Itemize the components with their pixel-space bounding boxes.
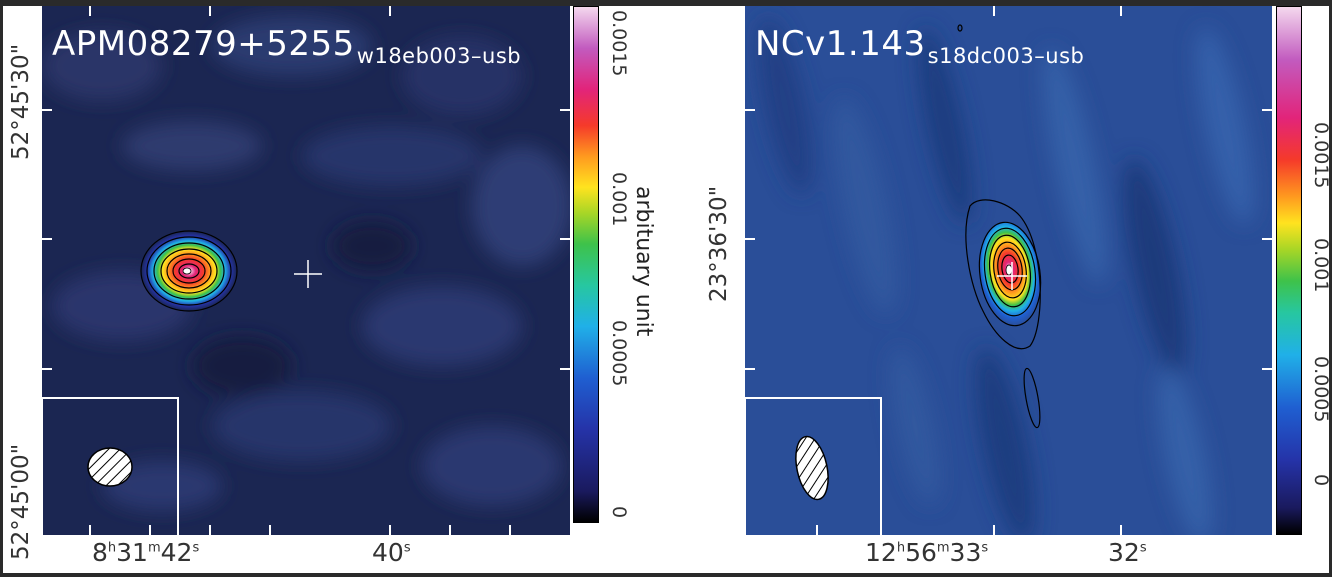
left-cb-tick-3: 0 — [608, 506, 630, 519]
left-map-image — [42, 6, 570, 535]
right-panel-title: NCv1.143s18dc003–usb — [755, 24, 1084, 68]
right-ra-tick-0: 12h56m33s — [865, 538, 989, 567]
left-dec-tick-0: 52°45'30" — [8, 43, 34, 160]
left-cb-tick-0: 0.0015 — [608, 10, 630, 77]
left-ra-tick-1: 40s — [372, 538, 411, 567]
right-cb-tick-3: 0 — [1310, 474, 1332, 487]
colorbar-title: arbituary unit — [631, 186, 656, 337]
right-cb-tick-0: 0.0015 — [1310, 122, 1332, 189]
right-ra-tick-1: 32s — [1108, 538, 1147, 567]
left-cb-tick-1: 0.001 — [608, 172, 630, 227]
left-dec-tick-1: 52°45'00" — [8, 443, 34, 560]
right-title-text: NCv1.143 — [755, 24, 926, 64]
left-subtitle-text: w18eb003–usb — [356, 44, 522, 68]
left-border — [0, 0, 3, 577]
beam-ellipse-icon — [795, 435, 829, 501]
right-border — [1329, 0, 1332, 577]
crosshair-icon — [294, 260, 322, 288]
left-map-panel: APM08279+5255w18eb003–usb — [42, 6, 570, 535]
right-colorbar — [1276, 6, 1302, 535]
left-cb-tick-2: 0.0005 — [608, 320, 630, 387]
right-cb-tick-1: 0.001 — [1310, 238, 1332, 293]
bottom-border — [0, 573, 1332, 577]
left-title-text: APM08279+5255 — [52, 24, 355, 64]
right-dec-tick-0: 23°36'30" — [706, 185, 732, 302]
beam-ellipse-icon — [87, 447, 133, 487]
right-cb-tick-2: 0.0005 — [1310, 356, 1332, 423]
left-panel-title: APM08279+5255w18eb003–usb — [52, 24, 521, 68]
right-map-panel: NCv1.143s18dc003–usb — [745, 6, 1272, 535]
top-border — [0, 0, 1332, 6]
right-map-image — [745, 6, 1272, 535]
left-colorbar — [573, 6, 599, 523]
right-subtitle-text: s18dc003–usb — [927, 44, 1085, 68]
crosshair-icon — [997, 262, 1027, 290]
left-ra-tick-0: 8h31m42s — [92, 538, 200, 567]
